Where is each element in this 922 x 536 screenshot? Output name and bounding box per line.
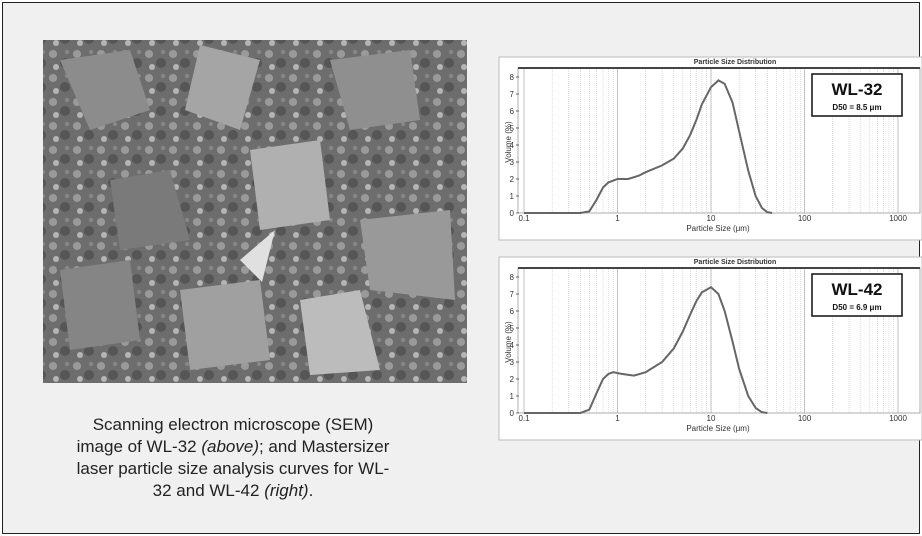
y-tick-label: 1 bbox=[510, 192, 515, 201]
annotation-subtitle: D50 = 6.9 μm bbox=[832, 303, 881, 312]
y-tick-label: 0 bbox=[510, 409, 515, 418]
y-tick-label: 7 bbox=[510, 290, 515, 299]
x-tick-label: 1000 bbox=[889, 214, 907, 223]
x-axis-label: Particle Size (μm) bbox=[686, 424, 750, 433]
y-tick-label: 2 bbox=[510, 375, 515, 384]
chart: Particle Size Distribution 0.1 1 10 100 1000 0… bbox=[499, 257, 922, 440]
y-axis-label: Volume (%) bbox=[504, 121, 513, 163]
x-tick-label: 100 bbox=[798, 414, 812, 423]
y-tick-label: 6 bbox=[510, 307, 515, 316]
x-axis-label: Particle Size (μm) bbox=[686, 224, 750, 233]
y-axis-label: Volume (%) bbox=[504, 321, 513, 363]
caption-text: (above) bbox=[201, 437, 259, 456]
y-tick-label: 8 bbox=[510, 73, 515, 82]
x-tick-label: 1000 bbox=[889, 414, 907, 423]
x-tick-label: 1 bbox=[615, 214, 620, 223]
y-tick-label: 2 bbox=[510, 175, 515, 184]
y-tick-label: 0 bbox=[510, 209, 515, 218]
annotation-title: WL-42 bbox=[832, 280, 883, 299]
sem-image bbox=[43, 40, 467, 383]
chart-title: Particle Size Distribution bbox=[694, 59, 776, 66]
x-tick-label: 1 bbox=[615, 414, 620, 423]
page: Particle Size Distribution0.111010010000… bbox=[0, 0, 922, 536]
y-tick-label: 1 bbox=[510, 392, 515, 401]
caption-text: . bbox=[309, 481, 314, 500]
x-tick-label: 10 bbox=[707, 414, 716, 423]
y-tick-label: 7 bbox=[510, 90, 515, 99]
x-tick-label: 0.1 bbox=[518, 214, 530, 223]
caption-text: (right) bbox=[264, 481, 308, 500]
caption: Scanning electron microscope (SEM) image… bbox=[70, 414, 396, 502]
y-tick-label: 8 bbox=[510, 273, 515, 282]
x-tick-label: 100 bbox=[798, 214, 812, 223]
annotation-title: WL-32 bbox=[832, 80, 883, 99]
annotation-subtitle: D50 = 8.5 μm bbox=[832, 103, 881, 112]
chart: Particle Size Distribution 0.1 1 10 100 1000 0… bbox=[499, 57, 922, 240]
x-tick-label: 0.1 bbox=[518, 414, 530, 423]
chart-title: Particle Size Distribution bbox=[694, 259, 776, 266]
y-tick-label: 6 bbox=[510, 107, 515, 116]
x-tick-label: 10 bbox=[707, 214, 716, 223]
